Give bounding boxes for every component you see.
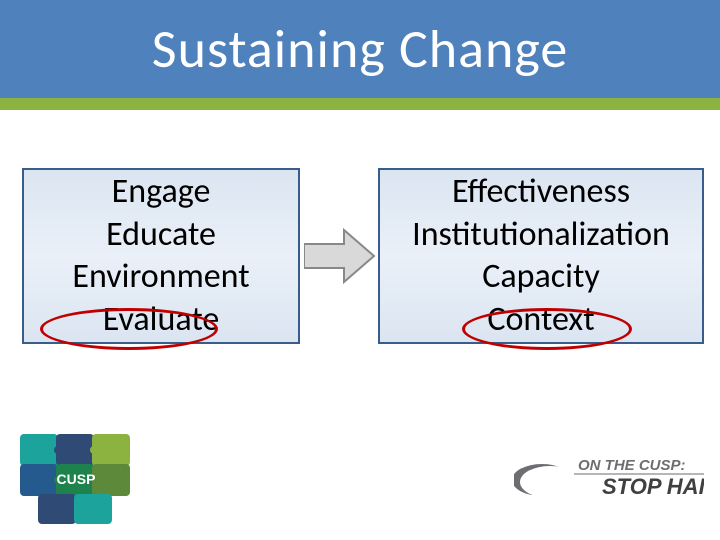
cusp-logo-text: CUSP bbox=[57, 471, 96, 487]
cusp-logo: CUSP bbox=[16, 428, 136, 528]
stop-hai-line2: STOP HAI bbox=[602, 474, 704, 499]
left-box-line-3: Environment bbox=[72, 256, 249, 299]
left-box-line-2: Educate bbox=[106, 214, 216, 257]
arrow-right-icon bbox=[304, 228, 376, 284]
title-band: Sustaining Change bbox=[0, 0, 720, 98]
slide-title: Sustaining Change bbox=[152, 16, 568, 82]
right-box-line-2: Institutionalization bbox=[412, 214, 670, 257]
right-box-line-1: Effectiveness bbox=[452, 171, 630, 214]
highlight-oval-left bbox=[40, 308, 218, 350]
stop-hai-logo: ON THE CUSP: STOP HAI bbox=[514, 442, 704, 512]
right-box-line-3: Capacity bbox=[482, 256, 600, 299]
accent-strip bbox=[0, 98, 720, 110]
stop-hai-line1: ON THE CUSP: bbox=[578, 457, 686, 474]
highlight-oval-right bbox=[462, 308, 632, 350]
left-box-line-1: Engage bbox=[112, 171, 211, 214]
